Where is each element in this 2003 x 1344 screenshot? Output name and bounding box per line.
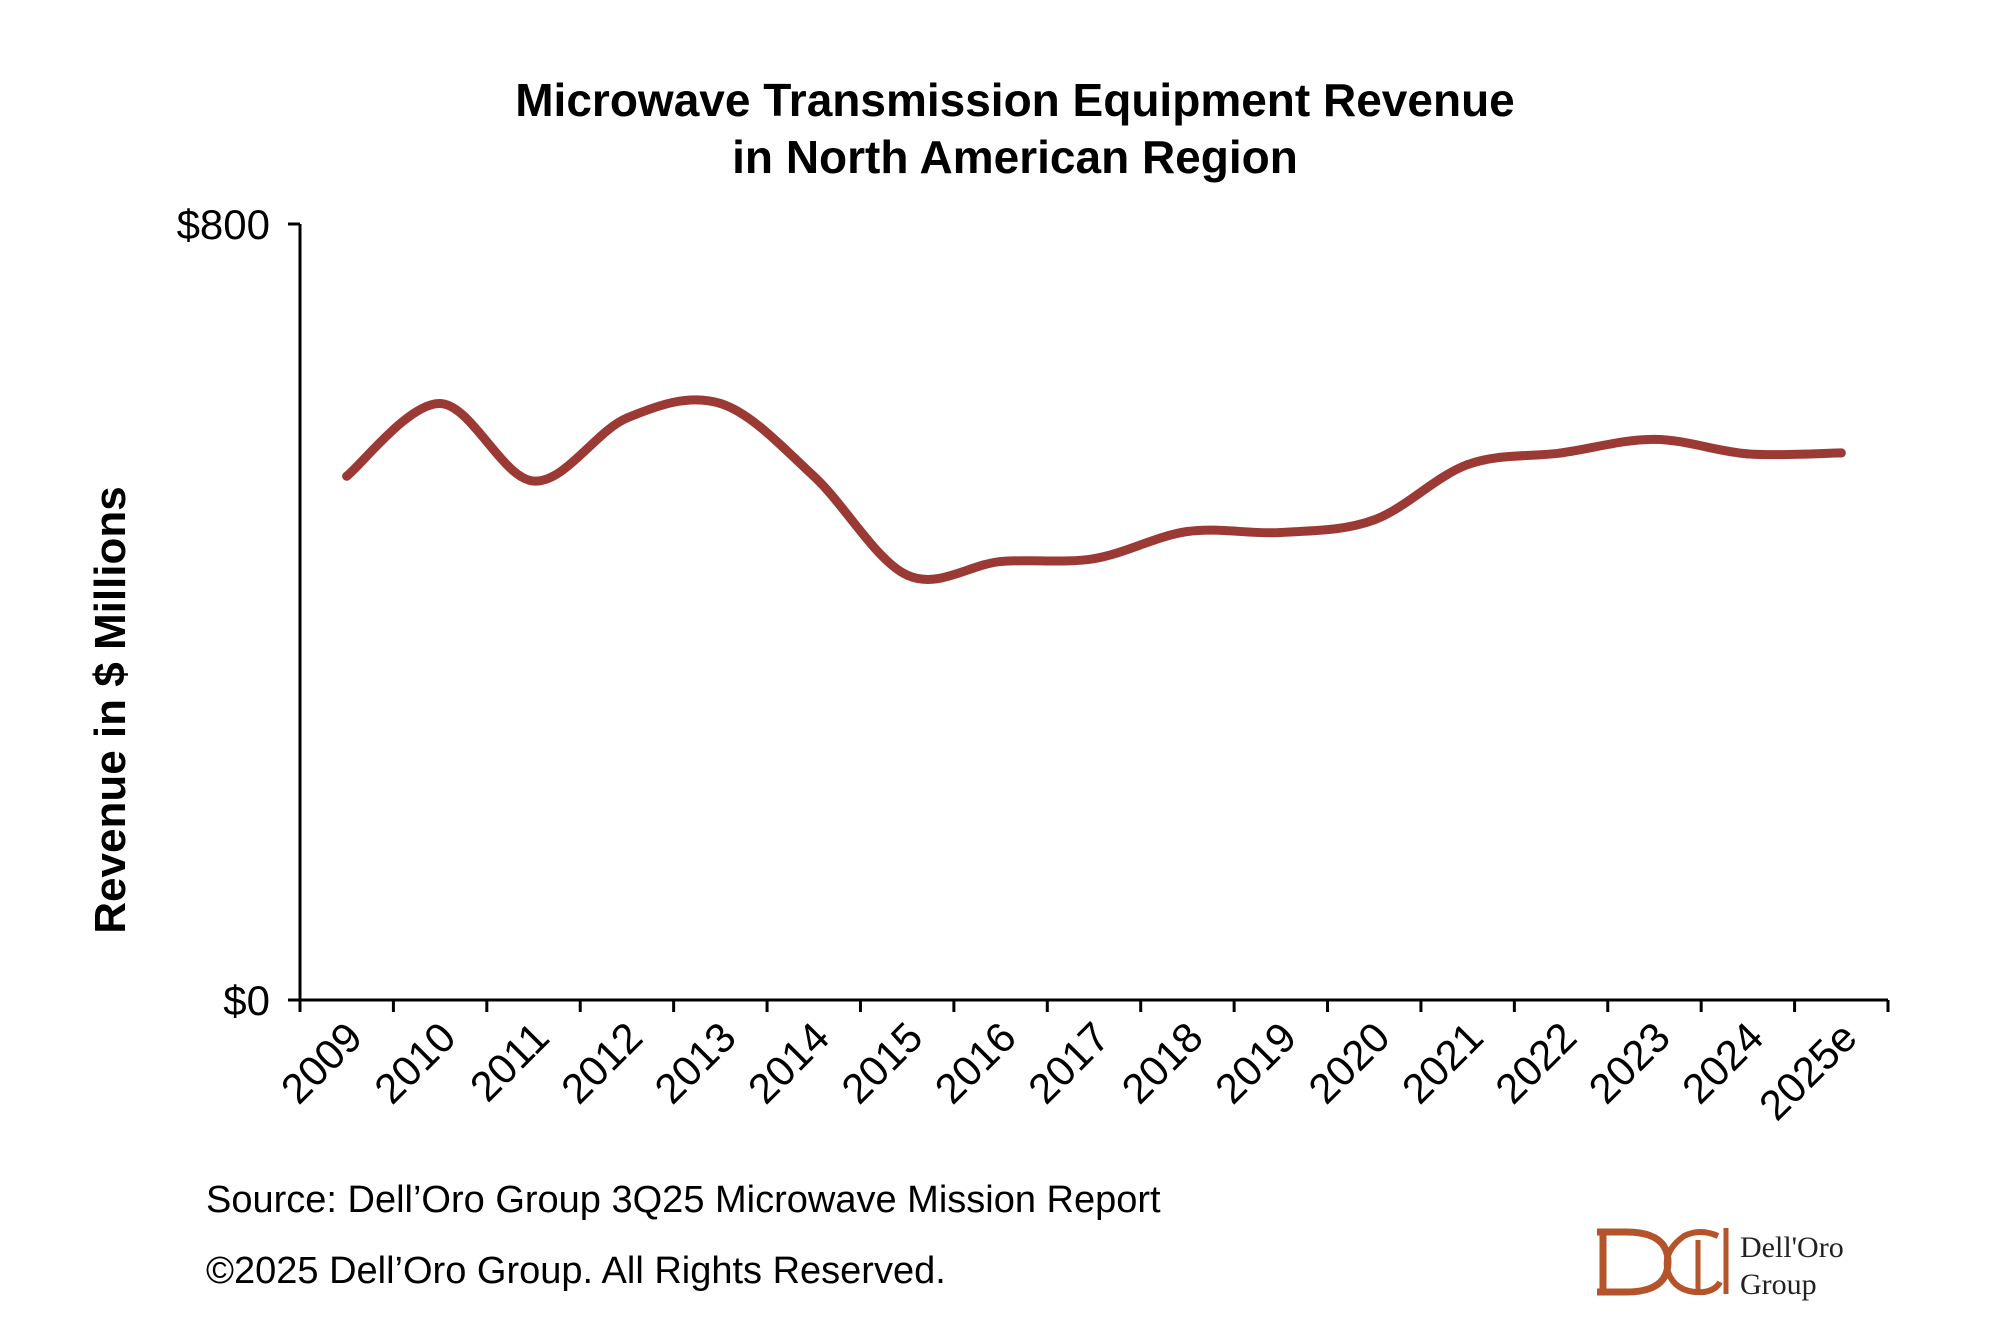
- data-point: [342, 471, 352, 481]
- data-point: [1276, 527, 1286, 537]
- x-tick-label: 2019: [1206, 1013, 1305, 1112]
- x-tick-label: 2017: [1019, 1013, 1118, 1112]
- chart-title-line2: in North American Region: [732, 131, 1298, 183]
- data-point: [996, 557, 1006, 567]
- copyright-note: ©2025 Dell’Oro Group. All Rights Reserve…: [206, 1250, 946, 1292]
- data-point: [1743, 449, 1753, 459]
- y-axis-label: Revenue in $ Millions: [86, 486, 135, 933]
- data-point: [1836, 448, 1846, 458]
- source-note: Source: Dell’Oro Group 3Q25 Microwave Mi…: [206, 1179, 1161, 1221]
- data-point: [715, 398, 725, 408]
- x-tick-label: 2011: [461, 1013, 558, 1110]
- x-tick-label: 2022: [1486, 1013, 1585, 1112]
- data-point: [902, 570, 912, 580]
- x-tick-label: 2013: [645, 1013, 744, 1112]
- logo-text-line1: Dell'Oro: [1740, 1231, 1844, 1264]
- x-tick-label: 2012: [552, 1013, 651, 1112]
- series-layer: [342, 395, 1846, 584]
- data-point: [1182, 526, 1192, 536]
- data-point: [809, 471, 819, 481]
- x-tick-labels: 2009201020112012201320142015201620172018…: [272, 1013, 1866, 1129]
- data-point: [1556, 448, 1566, 458]
- y-tick-label: $800: [177, 201, 270, 248]
- x-tick-label: 2021: [1393, 1013, 1492, 1112]
- axes: [288, 222, 1890, 1012]
- x-tick-label: 2010: [365, 1013, 464, 1112]
- x-tick-label: 2018: [1112, 1013, 1211, 1112]
- chart-title-line1: Microwave Transmission Equipment Revenue: [515, 74, 1515, 126]
- data-point: [1463, 460, 1473, 470]
- logo-text-line2: Group: [1740, 1268, 1817, 1301]
- x-tick-label: 2020: [1299, 1013, 1398, 1112]
- data-point: [622, 413, 632, 423]
- x-tick-label: 2009: [272, 1013, 371, 1112]
- logo-mark-icon: [1597, 1228, 1729, 1296]
- y-tick-labels: $0 $800: [177, 201, 270, 1024]
- data-point: [1369, 515, 1379, 525]
- x-tick-label: 2016: [926, 1013, 1025, 1112]
- series-line: [342, 395, 1846, 584]
- x-tick-label: 2025e: [1750, 1013, 1866, 1129]
- data-point: [1649, 434, 1659, 444]
- data-point: [1089, 554, 1099, 564]
- dell-oro-logo: Dell'Oro Group: [1597, 1228, 1844, 1301]
- data-point: [435, 398, 445, 408]
- x-tick-label: 2015: [832, 1013, 931, 1112]
- x-tick-label: 2023: [1580, 1013, 1679, 1112]
- x-tick-label: 2014: [739, 1013, 838, 1112]
- data-point: [529, 476, 539, 486]
- y-tick-label: $0: [223, 977, 270, 1024]
